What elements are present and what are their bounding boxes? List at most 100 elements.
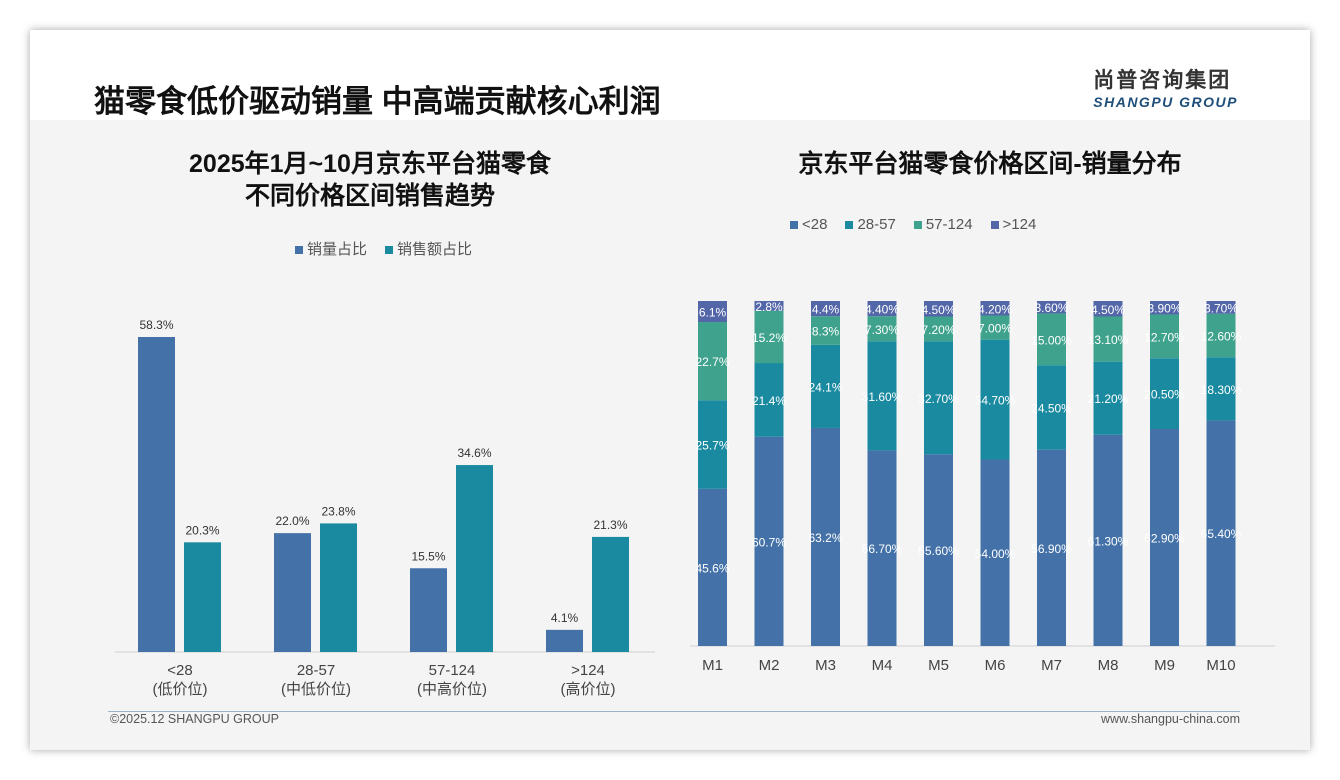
bar-销量占比 — [138, 337, 175, 652]
bar-segment->124 — [754, 301, 784, 311]
segment-label: 31.60% — [862, 390, 903, 404]
legend-swatch — [385, 246, 394, 255]
bar-segment-28-57 — [1037, 365, 1066, 450]
segment-label: 63.2% — [808, 531, 842, 545]
bar-segment-<28 — [698, 488, 727, 646]
bar-segment-<28 — [867, 450, 897, 646]
bar-segment-<28 — [1037, 449, 1066, 646]
bar-segment->124 — [811, 301, 840, 317]
bar-segment-28-57 — [1206, 357, 1236, 421]
bar-segment-28-57 — [980, 339, 1010, 460]
bar-销售额占比 — [320, 523, 357, 652]
segment-label: 56.70% — [862, 542, 903, 556]
bar-segment-57-124 — [1206, 313, 1236, 358]
bar-销量占比 — [274, 533, 311, 652]
left-chart-title: 2025年1月~10月京东平台猫零食 不同价格区间销售趋势 — [110, 148, 630, 212]
legend-label: 销售额占比 — [397, 241, 473, 258]
bar-销售额占比 — [592, 536, 629, 652]
bar-segment-57-124 — [1037, 313, 1066, 366]
logo: 尚普咨询集团 SHANGPU GROUP — [1093, 64, 1238, 110]
bar-销量占比 — [546, 629, 583, 652]
segment-label: 45.6% — [695, 561, 729, 575]
segment-label: 6.1% — [699, 306, 727, 320]
bar-segment->124 — [698, 301, 727, 323]
data-label: 4.1% — [551, 611, 579, 625]
segment-label: 7.30% — [865, 323, 899, 337]
data-label: 22.0% — [275, 514, 309, 528]
left-title-line2: 不同价格区间销售趋势 — [244, 182, 495, 210]
bar-segment-28-57 — [811, 344, 840, 428]
bar-segment-28-57 — [867, 341, 897, 451]
bar-segment-57-124 — [980, 315, 1010, 340]
bar-segment-28-57 — [1093, 361, 1123, 435]
segment-label: 65.40% — [1201, 527, 1242, 541]
segment-label: 12.60% — [1201, 330, 1242, 344]
bar-segment-57-124 — [698, 322, 727, 401]
segment-label: 62.90% — [1144, 531, 1185, 545]
legend-item: 57-124 — [913, 216, 973, 233]
x-tick-label: M3 — [815, 657, 836, 674]
footer-divider — [108, 711, 1240, 712]
bar-segment->124 — [1150, 301, 1179, 315]
bar-segment-57-124 — [1093, 316, 1123, 362]
segment-label: 2.8% — [755, 300, 783, 314]
segment-label: 20.50% — [1144, 388, 1185, 402]
legend-item: >124 — [990, 216, 1036, 233]
bar-segment-57-124 — [1150, 314, 1179, 359]
segment-label: 7.00% — [978, 322, 1012, 336]
bar-segment->124 — [924, 301, 953, 317]
segment-label: 3.70% — [1204, 301, 1238, 315]
logo-cn: 尚普咨询集团 — [1093, 69, 1232, 92]
legend-item: 销售额占比 — [385, 238, 472, 259]
segment-label: 34.70% — [975, 394, 1016, 408]
x-tick-label: <28 — [167, 662, 192, 679]
bar-segment-<28 — [924, 454, 953, 646]
left-chart: 58.3% 20.3% <28 (低价位) 22.0% 23.8% 28-57 (中低价位) 1… — [115, 318, 655, 698]
legend-label: <28 — [802, 216, 828, 233]
legend-item: 销量占比 — [295, 238, 367, 259]
bar-segment-28-57 — [924, 341, 953, 455]
x-tick-sublabel: (中高价位) — [417, 681, 487, 698]
data-label: 20.3% — [185, 523, 219, 537]
segment-label: 60.7% — [752, 535, 786, 549]
bar-segment-<28 — [980, 459, 1010, 646]
left-title-line1: 2025年1月~10月京东平台猫零食 — [189, 150, 551, 178]
segment-label: 4.50% — [921, 303, 955, 317]
bar-segment->124 — [1093, 301, 1123, 317]
data-label: 21.3% — [593, 518, 627, 532]
segment-label: 54.00% — [975, 547, 1016, 561]
bar-segment-57-124 — [867, 316, 897, 342]
x-tick-label: M4 — [872, 657, 893, 674]
bar-segment-57-124 — [924, 316, 953, 342]
bar-segment-<28 — [1150, 428, 1179, 646]
slide: 猫零食低价驱动销量 中高端贡献核心利润 尚普咨询集团 SHANGPU GROUP… — [30, 30, 1310, 750]
legend-item: <28 — [790, 216, 827, 233]
x-tick-label: 28-57 — [297, 662, 335, 679]
segment-label: 4.50% — [1091, 303, 1125, 317]
segment-label: 55.60% — [918, 544, 959, 558]
legend-label: 28-57 — [857, 216, 896, 233]
segment-label: 7.20% — [921, 323, 955, 337]
bar-销售额占比 — [184, 542, 221, 652]
x-tick-label: M6 — [985, 657, 1006, 674]
x-tick-label: M2 — [759, 657, 780, 674]
segment-label: 12.70% — [1144, 330, 1185, 344]
bar-segment-28-57 — [1150, 358, 1179, 429]
segment-label: 15.2% — [752, 331, 786, 345]
legend-swatch — [990, 221, 999, 230]
legend-swatch — [845, 221, 854, 230]
legend-item: 28-57 — [845, 216, 896, 233]
data-label: 23.8% — [321, 504, 355, 518]
x-tick-label: M5 — [928, 657, 949, 674]
bar-segment-57-124 — [754, 310, 784, 364]
bar-segment-<28 — [754, 436, 784, 646]
x-tick-sublabel: (中低价位) — [281, 681, 351, 698]
x-tick-label: M9 — [1154, 657, 1175, 674]
segment-label: 3.60% — [1034, 301, 1068, 315]
segment-label: 21.4% — [752, 394, 786, 408]
data-label: 58.3% — [139, 318, 173, 332]
header: 猫零食低价驱动销量 中高端贡献核心利润 尚普咨询集团 SHANGPU GROUP — [30, 30, 1310, 120]
x-tick-label: M10 — [1206, 657, 1235, 674]
page-title: 猫零食低价驱动销量 中高端贡献核心利润 — [94, 84, 661, 119]
segment-label: 13.10% — [1088, 333, 1129, 347]
